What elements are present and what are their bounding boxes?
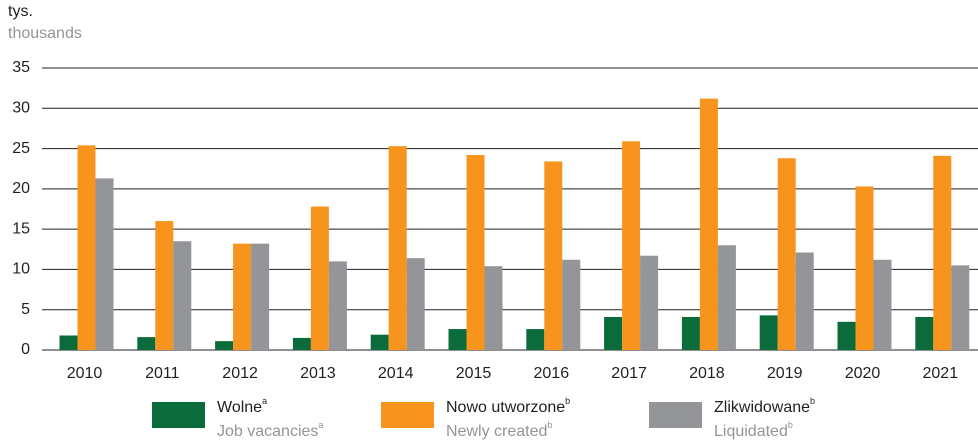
legend-label: Wolnea xyxy=(217,396,267,416)
legend-name: Zlikwidowane xyxy=(714,399,810,416)
x-tick-label: 2016 xyxy=(534,365,570,382)
y-tick-label: 10 xyxy=(12,261,30,278)
bar xyxy=(640,255,659,350)
x-tick-label: 2014 xyxy=(378,365,414,382)
bar xyxy=(466,155,485,350)
bar xyxy=(915,316,934,350)
y-tick-label: 0 xyxy=(21,341,30,358)
bar xyxy=(59,335,78,350)
legend-name: Nowo utworzone xyxy=(446,399,565,416)
y-tick-label: 25 xyxy=(12,140,30,157)
bar xyxy=(873,259,892,350)
x-tick-label: 2021 xyxy=(923,365,959,382)
unit-label: tys. xyxy=(8,3,33,20)
bar xyxy=(137,337,156,350)
bar xyxy=(562,259,581,350)
bar xyxy=(681,316,700,350)
y-tick-label: 30 xyxy=(12,100,30,117)
legend-swatch xyxy=(152,402,205,428)
bar xyxy=(292,337,311,350)
x-tick-label: 2018 xyxy=(689,365,725,382)
legend-note: a xyxy=(262,396,267,406)
x-tick-label: 2015 xyxy=(456,365,492,382)
legend-label: Job vacanciesa xyxy=(217,420,323,440)
x-tick-label: 2013 xyxy=(300,365,336,382)
bar xyxy=(173,241,192,350)
bar xyxy=(484,266,503,350)
legend-label: Nowo utworzoneb xyxy=(446,396,570,416)
legend-note: b xyxy=(547,420,552,430)
legend-name: Wolne xyxy=(217,399,262,416)
legend-note: b xyxy=(788,420,793,430)
bar xyxy=(544,161,563,350)
bar xyxy=(95,178,114,350)
y-tick-label: 35 xyxy=(12,59,30,76)
legend-note: b xyxy=(810,396,815,406)
x-tick-label: 2020 xyxy=(845,365,881,382)
bar xyxy=(759,315,778,350)
bar xyxy=(951,265,970,350)
legend-label: Liquidatedb xyxy=(714,420,793,440)
legend-note: b xyxy=(565,396,570,406)
legend-name: Liquidated xyxy=(714,423,788,440)
y-tick-label: 15 xyxy=(12,220,30,237)
x-tick-label: 2012 xyxy=(222,365,258,382)
legend-swatch xyxy=(381,402,434,428)
bar xyxy=(388,146,407,350)
bar xyxy=(251,243,270,350)
bar xyxy=(622,141,641,350)
x-tick-label: 2017 xyxy=(611,365,647,382)
bar xyxy=(328,261,347,350)
bar xyxy=(77,145,96,350)
bar xyxy=(233,243,252,350)
legend-label: Newly createdb xyxy=(446,420,552,440)
bar xyxy=(604,316,623,350)
bar xyxy=(795,252,814,350)
bar xyxy=(717,245,736,350)
legend-label: Zlikwidowaneb xyxy=(714,396,815,416)
x-tick-label: 2010 xyxy=(67,365,103,382)
bar xyxy=(155,221,174,350)
bar xyxy=(837,321,856,350)
legend-name: Job vacancies xyxy=(217,423,318,440)
legend-note: a xyxy=(318,420,323,430)
bar xyxy=(448,329,467,350)
legend-swatch xyxy=(649,402,702,428)
y-tick-label: 20 xyxy=(12,180,30,197)
x-tick-label: 2019 xyxy=(767,365,803,382)
bar xyxy=(933,155,952,350)
x-tick-label: 2011 xyxy=(145,365,180,382)
legend-name: Newly created xyxy=(446,423,547,440)
bar xyxy=(215,341,234,350)
bar xyxy=(406,258,425,350)
bar xyxy=(777,158,796,350)
unit-label-en: thousands xyxy=(8,25,82,42)
y-tick-label: 5 xyxy=(21,301,30,318)
bar xyxy=(699,98,718,350)
bar xyxy=(310,206,329,350)
bar xyxy=(370,334,389,350)
bar xyxy=(526,329,545,350)
bar xyxy=(855,186,874,350)
